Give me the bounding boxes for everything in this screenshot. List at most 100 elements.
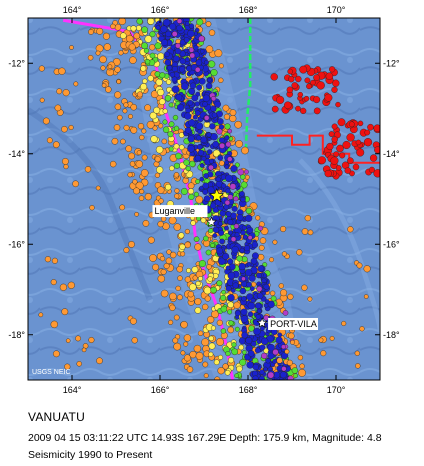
earthquake-marker [190, 220, 196, 226]
earthquake-marker [174, 188, 180, 194]
earthquake-marker [149, 52, 156, 59]
earthquake-marker [206, 149, 213, 155]
earthquake-marker [171, 31, 178, 37]
earthquake-marker [210, 69, 218, 77]
earthquake-marker [207, 186, 215, 194]
earthquake-marker [186, 267, 192, 274]
earthquake-marker [225, 141, 232, 148]
earthquake-marker [186, 366, 194, 373]
earthquake-marker [56, 88, 63, 95]
earthquake-marker [201, 338, 210, 347]
earthquake-marker [204, 295, 211, 302]
earthquake-marker [125, 145, 132, 152]
earthquake-marker [247, 301, 256, 310]
earthquake-marker [301, 284, 308, 291]
earthquake-marker [229, 109, 237, 116]
earthquake-marker [225, 265, 231, 271]
earthquake-marker [199, 176, 205, 182]
epicenter-star-icon [209, 188, 225, 203]
earthquake-marker [156, 166, 164, 174]
earthquake-marker [220, 294, 227, 301]
earthquake-marker [173, 143, 180, 150]
earthquake-marker [95, 50, 101, 56]
earthquake-marker [357, 120, 364, 127]
earthquake-marker [194, 307, 202, 314]
earthquake-marker [206, 132, 212, 138]
earthquake-marker [168, 121, 175, 128]
earthquake-marker [198, 260, 206, 268]
earthquake-marker [318, 337, 324, 343]
earthquake-marker [318, 156, 326, 165]
earthquake-marker [89, 205, 95, 211]
earthquake-marker [105, 86, 112, 93]
earthquake-marker [304, 77, 311, 84]
earthquake-marker [295, 75, 302, 83]
earthquake-marker [216, 319, 223, 326]
earthquake-marker [288, 76, 295, 83]
earthquake-marker [126, 34, 134, 43]
earthquake-marker [225, 188, 231, 194]
earthquake-marker [239, 191, 245, 197]
earthquake-marker [183, 37, 190, 43]
earthquake-marker [152, 125, 158, 131]
earthquake-marker [178, 66, 186, 73]
earthquake-marker [123, 102, 129, 108]
earthquake-marker [320, 350, 327, 357]
earthquake-marker [147, 18, 155, 25]
earthquake-marker [157, 52, 165, 60]
earthquake-marker [241, 331, 249, 339]
earthquake-marker [134, 212, 139, 217]
earthquake-marker [216, 337, 225, 346]
earthquake-marker [224, 164, 230, 170]
earthquake-marker [210, 133, 218, 141]
earthquake-marker [245, 337, 253, 344]
earthquake-marker [223, 113, 230, 120]
lat-label-right: -18° [383, 330, 400, 340]
earthquake-marker [216, 247, 224, 255]
earthquake-marker [195, 179, 201, 184]
earthquake-marker [180, 251, 186, 257]
earthquake-marker [287, 293, 294, 300]
earthquake-marker [203, 173, 209, 179]
earthquake-marker [185, 21, 190, 26]
earthquake-marker [194, 298, 202, 306]
earthquake-marker [296, 249, 303, 256]
earthquake-marker [339, 152, 346, 159]
earthquake-marker [131, 337, 138, 344]
earthquake-marker [245, 207, 253, 215]
earthquake-marker [224, 369, 231, 376]
earthquake-marker [227, 258, 234, 265]
earthquake-marker [276, 95, 285, 104]
earthquake-marker [184, 112, 192, 120]
earthquake-marker [354, 350, 360, 356]
earthquake-marker [61, 308, 69, 316]
earthquake-marker [237, 168, 244, 176]
earthquake-marker [168, 102, 174, 108]
earthquake-marker [53, 350, 60, 358]
earthquake-marker [290, 339, 295, 345]
earthquake-marker [137, 123, 145, 130]
earthquake-marker [168, 319, 174, 325]
earthquake-marker [141, 26, 148, 34]
earthquake-marker [227, 326, 234, 334]
earthquake-marker [355, 139, 362, 146]
earthquake-marker [212, 233, 218, 238]
lat-label-right: -12° [383, 58, 400, 68]
earthquake-marker [159, 72, 166, 79]
earthquake-marker [247, 311, 254, 318]
earthquake-marker [335, 165, 342, 171]
earthquake-marker [224, 225, 229, 231]
earthquake-marker [164, 51, 170, 58]
earthquake-marker [38, 65, 45, 72]
earthquake-marker [225, 211, 232, 217]
earthquake-marker [162, 119, 168, 125]
earthquake-marker [193, 236, 200, 243]
earthquake-marker [291, 367, 299, 374]
earthquake-marker [348, 121, 355, 128]
earthquake-marker [208, 351, 214, 357]
earthquake-marker [187, 135, 195, 143]
earthquake-marker [218, 160, 225, 167]
earthquake-marker [208, 335, 214, 342]
earthquake-marker [245, 214, 253, 222]
lon-label-top: 170° [327, 5, 346, 15]
